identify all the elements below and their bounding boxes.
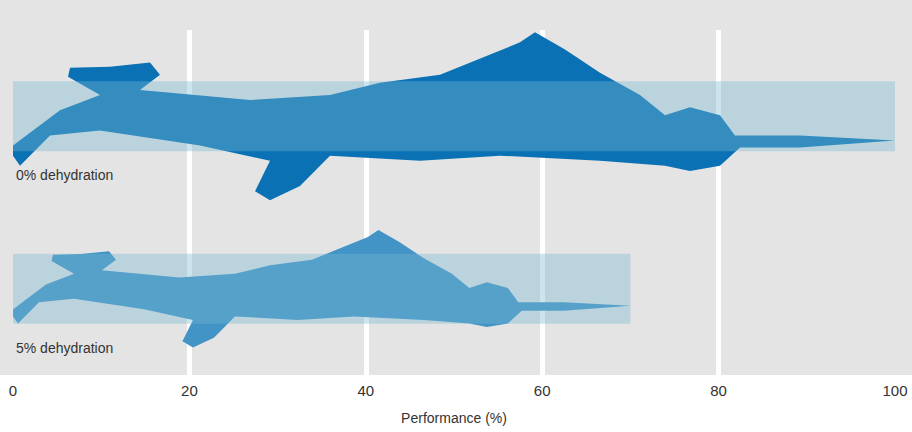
svg-text:100: 100 [882, 382, 907, 399]
svg-text:80: 80 [710, 382, 727, 399]
svg-text:0% dehydration: 0% dehydration [16, 167, 113, 183]
svg-text:0: 0 [9, 382, 17, 399]
svg-text:20: 20 [181, 382, 198, 399]
svg-text:60: 60 [534, 382, 551, 399]
svg-text:40: 40 [357, 382, 374, 399]
svg-text:Performance (%): Performance (%) [401, 410, 507, 426]
svg-text:5% dehydration: 5% dehydration [16, 340, 113, 356]
